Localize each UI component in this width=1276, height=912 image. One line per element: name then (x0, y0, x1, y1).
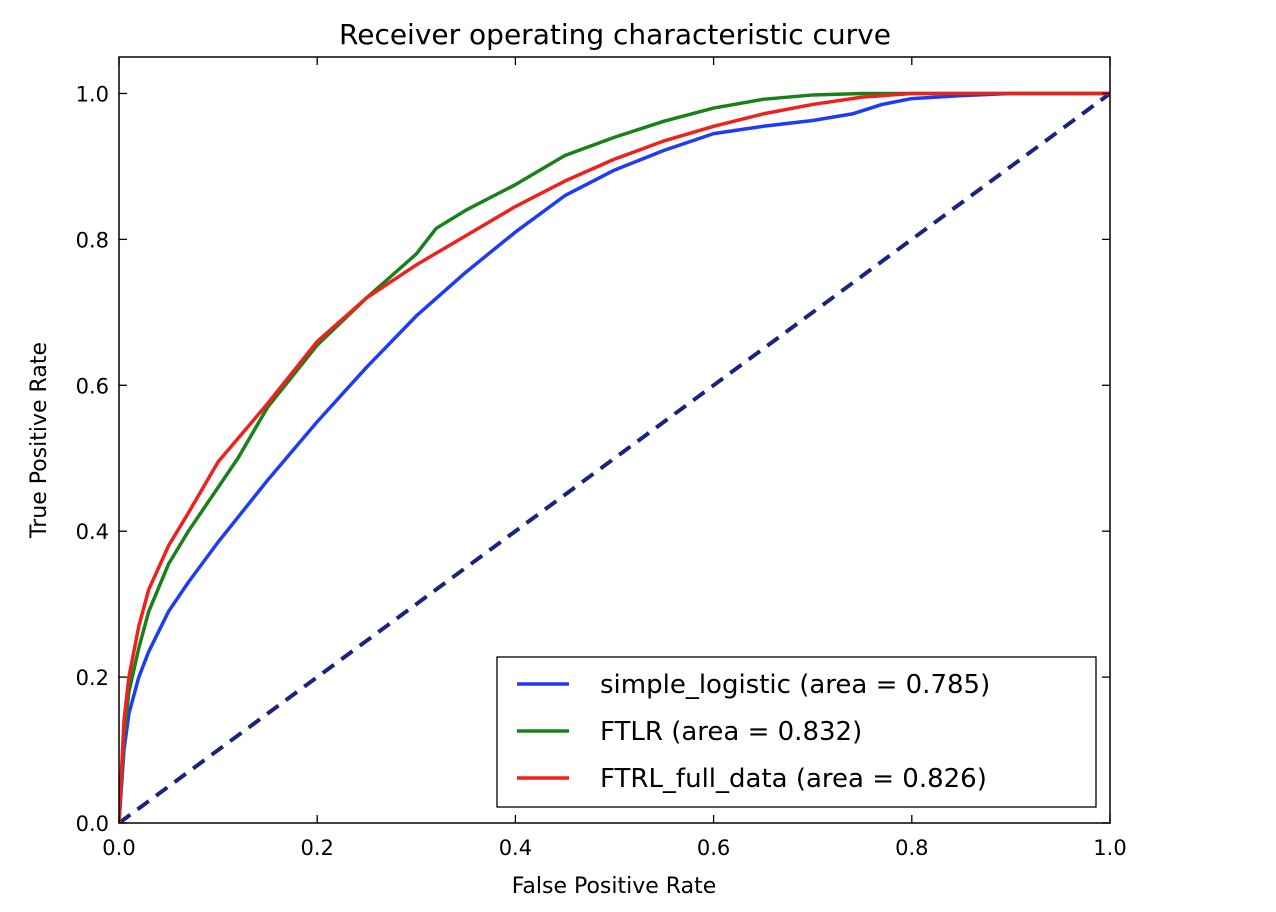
x-axis-label: False Positive Rate (512, 874, 716, 899)
series-group (119, 91, 1110, 823)
series-line-ftrl-full-data (119, 91, 1110, 823)
series-line-chance-diagonal (119, 91, 1110, 823)
y-tick-label: 1.0 (76, 82, 109, 106)
series-line-simple-logistic (119, 91, 1110, 823)
y-tick-label: 0.6 (76, 374, 109, 398)
legend-label: FTRL_full_data (area = 0.826) (600, 764, 987, 794)
legend-label: FTLR (area = 0.832) (600, 717, 862, 747)
y-tick-label: 0.0 (76, 812, 109, 836)
x-tick-label: 0.0 (102, 836, 135, 860)
x-tick-label: 1.0 (1093, 836, 1126, 860)
y-tick-label: 0.2 (76, 666, 109, 690)
plot-area: 0.0 0.2 0.4 0.6 0.8 1.0 0.0 0.2 0.4 0.6 0.8 1.0 simp… (76, 56, 1127, 860)
series-line-ftlr (119, 91, 1110, 823)
y-tick-label: 0.4 (76, 520, 109, 544)
x-tick-label: 0.6 (697, 836, 730, 860)
x-tick-label: 0.2 (300, 836, 333, 860)
y-axis-label: True Positive Rate (27, 342, 52, 539)
legend: simple_logistic (area = 0.785) FTLR (area… (496, 656, 1097, 808)
x-tick-label: 0.4 (499, 836, 532, 860)
legend-box (496, 656, 1097, 808)
y-tick-label: 0.8 (76, 228, 109, 252)
chart-title: Receiver operating characteristic curve (339, 18, 891, 51)
legend-label: simple_logistic (area = 0.785) (600, 670, 990, 700)
x-tick-label: 0.8 (895, 836, 928, 860)
axes-frame (118, 56, 1111, 824)
